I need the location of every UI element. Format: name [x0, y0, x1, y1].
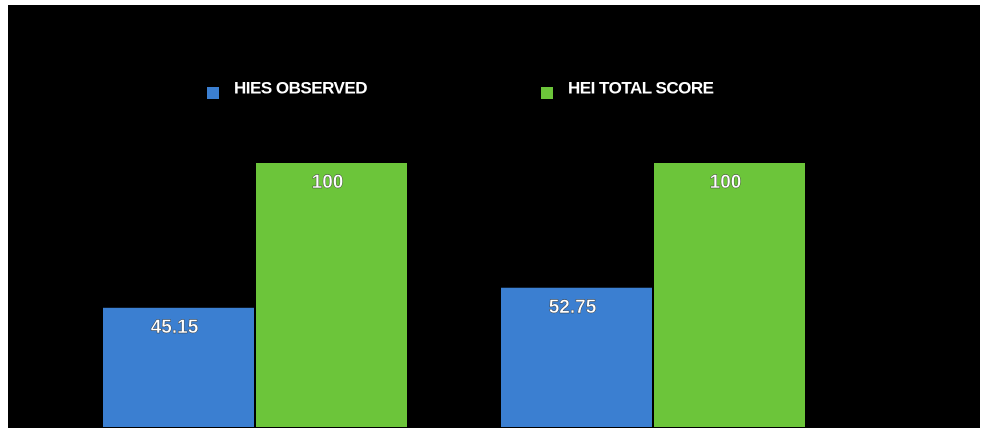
bar — [256, 163, 407, 427]
data-label: 100 — [710, 172, 742, 193]
legend-swatch — [541, 87, 553, 99]
data-label: 100 — [312, 172, 344, 193]
bar — [501, 287, 652, 427]
legend-label: HEI TOTAL SCORE — [568, 78, 714, 97]
data-label: 45.15 — [151, 317, 199, 338]
bar — [103, 307, 254, 427]
legend-swatch — [207, 87, 219, 99]
legend-label: HIES OBSERVED — [234, 78, 367, 97]
bar — [654, 163, 805, 427]
data-label: 52.75 — [549, 297, 597, 318]
